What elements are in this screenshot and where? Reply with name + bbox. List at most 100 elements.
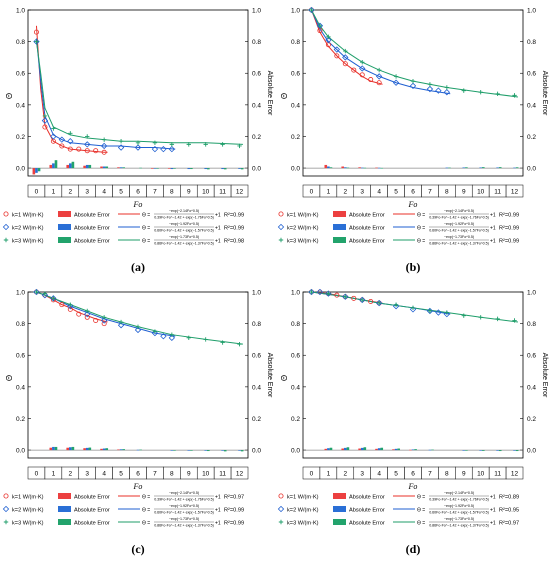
error-bar-k1 <box>392 449 395 451</box>
error-bar-k2 <box>102 166 106 169</box>
x-tick-box <box>230 466 249 480</box>
legend-swatch-k2 <box>333 506 346 512</box>
error-bar-k3 <box>515 167 519 169</box>
marker-k3-4 <box>376 300 382 306</box>
error-bar-k1 <box>49 164 53 169</box>
legend-formula-num: −exp(−2.14Fo^0.5) <box>444 491 474 495</box>
error-bar-k3 <box>380 167 384 169</box>
x-axis-title: Fo <box>408 200 418 209</box>
marker-k3-9 <box>444 85 450 90</box>
marker-k1-4 <box>67 306 73 312</box>
legend-plus-one: +1 <box>215 520 221 526</box>
error-bar-k3 <box>346 447 350 451</box>
marker-k2-1 <box>316 22 324 29</box>
legend-formula-num: −exp(−1.73Fo^0.5) <box>169 517 199 521</box>
y-tick-label: 0.8 <box>16 321 25 328</box>
legend-formula-num: −exp(−1.73Fo^0.5) <box>444 517 474 521</box>
x-tick-label: 4 <box>377 471 381 478</box>
error-bar-k1 <box>117 167 120 169</box>
error-bar-k2 <box>204 168 207 170</box>
marker-k3-8 <box>152 140 158 145</box>
error-bar-k2 <box>170 168 174 170</box>
panel-a: 0.0 0.2 0.4 0.6 0.8 1.0 0.0 0.2 0.4 0.6 0.8 1.0 Θ Abs… <box>2 8 273 274</box>
error-bar-k1 <box>100 166 103 169</box>
error-bar-k3 <box>88 447 92 451</box>
marker-k2-11 <box>168 145 176 153</box>
plot-frame <box>302 291 524 459</box>
error-bar-k2 <box>170 450 174 451</box>
error-bar-k3 <box>465 450 468 451</box>
error-bar-k3 <box>380 447 384 451</box>
x-axis-title: Fo <box>408 482 418 491</box>
error-bar-k1 <box>66 447 70 451</box>
legend-error-k3: Absolute Error <box>74 239 110 245</box>
marker-k3-7 <box>135 324 141 329</box>
marker-k1-0 <box>33 29 39 35</box>
y2-tick-label: 0.4 <box>252 384 261 391</box>
marker-k3-4 <box>85 308 90 314</box>
legend-r2-k1: R²=0.89 <box>499 494 519 500</box>
legend-r2-k1: R²=0.99 <box>224 212 244 218</box>
legend-plus-one: +1 <box>490 238 496 244</box>
legend-r2-k3: R²=0.99 <box>224 520 244 526</box>
error-bar-k2 <box>221 168 224 170</box>
x-tick-label: 12 <box>511 189 519 196</box>
y2-tick-label: 0.0 <box>527 448 536 455</box>
marker-k1-7 <box>368 77 374 83</box>
y-tick-label: 0.6 <box>16 71 25 78</box>
x-tick-label: 5 <box>394 189 398 196</box>
error-bar-k3 <box>71 161 75 169</box>
x-tick-label: 6 <box>136 471 140 478</box>
x-tick-label: 9 <box>462 189 466 196</box>
y2-tick-label: 0.6 <box>527 71 536 78</box>
legend-theta: Θ = <box>142 520 150 526</box>
marker-k2-legend <box>2 223 10 231</box>
marker-k3-3 <box>343 48 348 54</box>
legend-error-k1: Absolute Error <box>74 495 110 501</box>
legend-theta: Θ = <box>417 212 425 218</box>
legend-swatch-k1 <box>333 211 346 217</box>
error-bar-k3 <box>190 450 193 451</box>
legend-swatch-k1 <box>58 493 71 499</box>
legend-formula-den: 0.86Fo·Fo^−1.42 + exp(−1.37Fo^0.5) <box>154 524 214 528</box>
legend-swatch-k2 <box>58 506 71 512</box>
error-bar-k2 <box>496 450 499 451</box>
y-tick-label: 0.2 <box>16 134 25 141</box>
legend-error-k2: Absolute Error <box>74 508 110 514</box>
legend-formula-num: −exp(−1.92Fo^0.5) <box>444 222 474 226</box>
legend-plus-one: +1 <box>215 507 221 513</box>
legend-error-k3: Absolute Error <box>349 521 385 527</box>
x-tick-label: 0 <box>310 471 314 478</box>
y2-tick-label: 1.0 <box>252 8 261 15</box>
error-bar-k1 <box>32 168 36 175</box>
panel-c: 0.0 0.2 0.4 0.6 0.8 1.0 0.0 0.2 0.4 0.6 0.8 1.0 Θ Abs… <box>2 288 273 556</box>
error-bar-k2 <box>462 167 466 169</box>
y2-tick-label: 0.0 <box>252 448 261 455</box>
legend-swatch-k2 <box>333 224 346 230</box>
marker-k2-1 <box>41 117 49 124</box>
y-axis-title: Θ <box>280 93 289 99</box>
legend-formula-num: −exp(−1.73Fo^0.5) <box>169 235 199 239</box>
marker-k2-2 <box>50 133 57 140</box>
error-bar-k1 <box>324 164 328 169</box>
legend-error-k2: Absolute Error <box>74 226 110 232</box>
marker-k3-2 <box>326 34 331 40</box>
marker-k1-1 <box>42 124 48 130</box>
error-bar-k2 <box>513 167 516 169</box>
error-bar-k3 <box>37 168 41 172</box>
marker-k2-8 <box>426 307 434 315</box>
legend-plus-one: +1 <box>215 225 221 231</box>
marker-k3-13 <box>512 93 517 98</box>
x-tick-label: 1 <box>327 471 331 478</box>
marker-k2-3 <box>58 136 66 143</box>
marker-k3-4 <box>360 59 365 65</box>
error-bar-k1 <box>117 449 120 451</box>
marker-k3-13 <box>237 143 242 149</box>
fit-line-k2 <box>311 9 451 95</box>
legend-swatch-k3 <box>58 237 71 243</box>
error-bar-k1 <box>83 165 86 169</box>
legend-formula-den: 0.86Fo·Fo^−1.42 + exp(−1.37Fo^0.5) <box>429 524 489 528</box>
marker-k2-8 <box>409 82 417 90</box>
y-axis-title: Θ <box>5 375 14 381</box>
error-bar-k3 <box>363 447 367 451</box>
